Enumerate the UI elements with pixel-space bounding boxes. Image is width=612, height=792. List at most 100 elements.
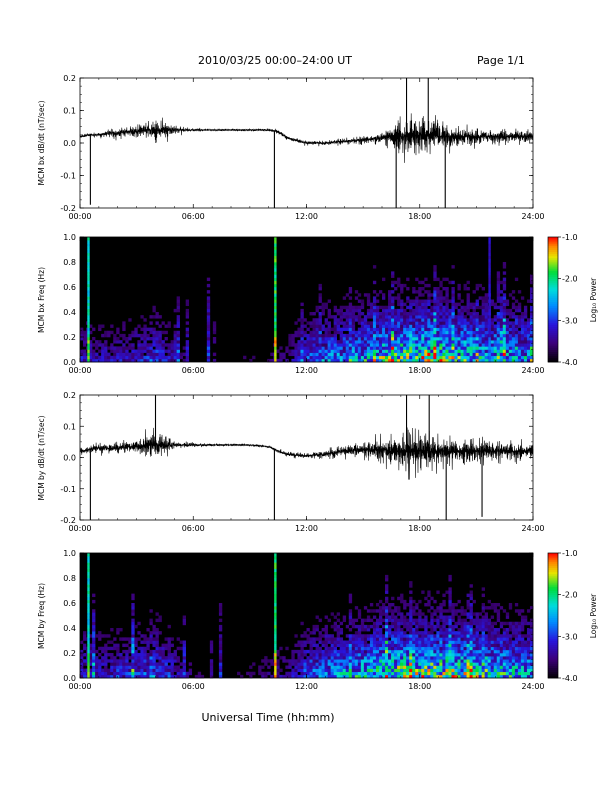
colorbar-swatch bbox=[548, 563, 558, 566]
spectrogram-cell bbox=[511, 640, 516, 644]
spectrogram-cell bbox=[300, 318, 304, 322]
spectrogram-cell bbox=[493, 355, 498, 360]
spectrogram-cell bbox=[288, 665, 292, 669]
spectrogram-cell bbox=[80, 659, 84, 663]
event-cell bbox=[274, 265, 277, 269]
spectrogram-cell bbox=[140, 646, 144, 651]
spectrogram-cell bbox=[505, 665, 510, 669]
spectrogram-cell bbox=[403, 656, 407, 660]
spectrogram-cell bbox=[436, 293, 440, 297]
spectrogram-cell bbox=[442, 337, 446, 341]
spectrogram-cell bbox=[185, 352, 190, 357]
spectrogram-cell bbox=[391, 340, 395, 344]
spectrogram-cell bbox=[523, 340, 528, 344]
spectrogram-cell bbox=[445, 333, 449, 338]
spectrogram-cell bbox=[382, 315, 386, 319]
spectrogram-cell bbox=[409, 659, 413, 663]
spectrogram-cell bbox=[505, 337, 510, 341]
spectrogram-cell bbox=[442, 640, 446, 644]
spectrogram-cell bbox=[98, 665, 102, 669]
spectrogram-cell bbox=[357, 662, 362, 666]
spectrogram-cell bbox=[119, 656, 123, 660]
spectrogram-cell bbox=[451, 321, 455, 325]
spectrogram-cell bbox=[400, 330, 404, 335]
spectrogram-cell bbox=[433, 293, 437, 297]
spectrogram-cell bbox=[451, 352, 455, 357]
spectrogram-cell bbox=[439, 668, 443, 673]
spectrogram-cell bbox=[330, 656, 334, 660]
event-cell bbox=[274, 665, 277, 669]
spectrogram-cell bbox=[306, 355, 310, 360]
spectrogram-cell bbox=[481, 674, 485, 679]
spectrogram-cell bbox=[327, 637, 331, 641]
spectrogram-cell bbox=[348, 593, 353, 598]
spectrogram-cell bbox=[385, 599, 389, 604]
spectrogram-cell bbox=[324, 337, 328, 341]
spectrogram-cell bbox=[478, 671, 482, 676]
spectrogram-cell bbox=[481, 646, 485, 651]
spectrogram-cell bbox=[460, 352, 464, 357]
spectrogram-cell bbox=[131, 621, 135, 626]
spectrogram-cell bbox=[360, 358, 365, 363]
event-cell bbox=[488, 321, 491, 325]
spectrogram-cell bbox=[436, 318, 440, 322]
spectrogram-cell bbox=[409, 599, 413, 604]
spectrogram-cell bbox=[372, 340, 377, 344]
spectrogram-cell bbox=[457, 668, 461, 673]
spectrogram-cell bbox=[83, 671, 87, 676]
spectrogram-cell bbox=[427, 340, 431, 344]
spectrogram-cell bbox=[276, 649, 280, 654]
spectrogram-cell bbox=[511, 327, 516, 332]
spectrogram-cell bbox=[415, 315, 419, 319]
spectrogram-cell bbox=[409, 355, 413, 360]
spectrogram-cell bbox=[252, 671, 256, 676]
spectrogram-cell bbox=[454, 640, 458, 644]
spectrogram-cell bbox=[529, 656, 534, 660]
spectrogram-cell bbox=[448, 606, 452, 610]
spectrogram-cell bbox=[378, 665, 383, 669]
spectrogram-cell bbox=[442, 352, 446, 357]
event-cell bbox=[488, 280, 491, 285]
spectrogram-cell bbox=[297, 355, 301, 360]
spectrogram-cell bbox=[487, 624, 492, 629]
spectrogram-cell bbox=[131, 618, 135, 623]
spectrogram-cell bbox=[327, 646, 331, 651]
spectrogram-cell bbox=[339, 640, 344, 644]
spectrogram-cell bbox=[463, 355, 467, 360]
spectrogram-cell bbox=[475, 352, 479, 357]
spectrogram-cell bbox=[436, 343, 440, 347]
spectrogram-cell bbox=[397, 296, 401, 300]
spectrogram-cell bbox=[333, 615, 337, 619]
spectrogram-cell bbox=[526, 621, 531, 626]
spectrogram-cell bbox=[333, 628, 337, 632]
spectrogram-cell bbox=[439, 318, 443, 322]
spectrogram-cell bbox=[517, 646, 522, 651]
spectrogram-cell bbox=[360, 352, 365, 357]
spectrogram-cell bbox=[357, 312, 362, 316]
spectrogram-cell bbox=[294, 671, 298, 676]
spectrogram-cell bbox=[309, 665, 313, 669]
spectrogram-cell bbox=[369, 643, 374, 648]
spectrogram-cell bbox=[445, 308, 449, 313]
spectrogram-cell bbox=[481, 308, 485, 313]
spectrogram-cell bbox=[448, 646, 452, 651]
spectrogram-cell bbox=[436, 668, 440, 673]
spectrogram-cell bbox=[321, 668, 325, 673]
spectrogram-cell bbox=[418, 649, 422, 654]
event-cell bbox=[87, 649, 90, 654]
spectrogram-cell bbox=[502, 346, 507, 350]
spectrogram-cell bbox=[348, 321, 353, 325]
spectrogram-cell bbox=[348, 637, 353, 641]
spectrogram-cell bbox=[83, 662, 87, 666]
spectrogram-cell bbox=[433, 656, 437, 660]
spectrogram-cell bbox=[478, 621, 482, 626]
spectrogram-cell bbox=[137, 646, 141, 651]
spectrogram-cell bbox=[339, 337, 344, 341]
spectrogram-cell bbox=[394, 343, 398, 347]
spectrogram-cell bbox=[502, 358, 507, 363]
spectrogram-cell bbox=[366, 340, 371, 344]
spectrogram-cell bbox=[152, 659, 156, 663]
spectrogram-cell bbox=[427, 646, 431, 651]
spectrogram-cell bbox=[397, 668, 401, 673]
spectrogram-cell bbox=[354, 618, 359, 623]
